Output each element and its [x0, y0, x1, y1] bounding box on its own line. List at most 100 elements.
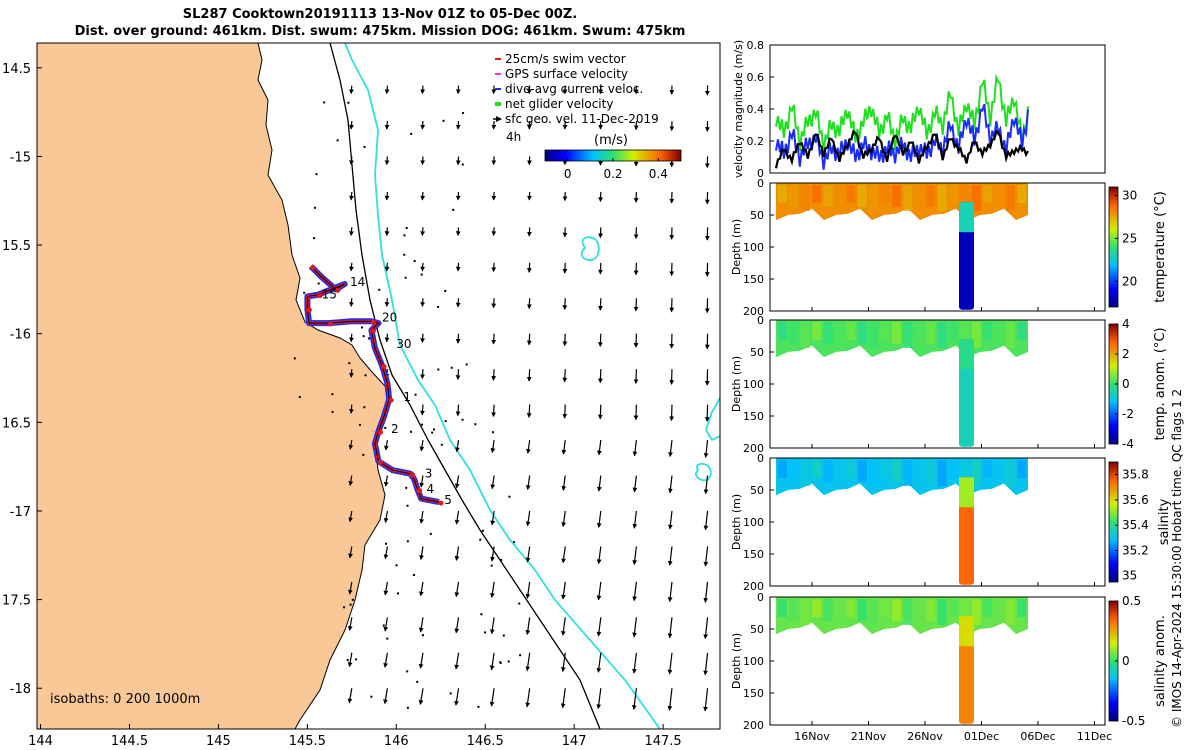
geo-vector: [596, 652, 602, 673]
geo-vector: [349, 227, 354, 237]
geo-vector: [384, 156, 390, 166]
map-x-tick-label: 146: [384, 734, 409, 749]
swim-vector-marker: [328, 321, 334, 327]
geo-vector: [561, 546, 566, 564]
reef-dot: [502, 634, 505, 637]
geo-vector: [490, 546, 495, 562]
geo-vector: [420, 227, 426, 237]
section-colorbar-label: salinity anom.: [1153, 615, 1168, 707]
reef-dot: [378, 288, 381, 291]
reef-dot: [481, 529, 484, 532]
reef-dot: [500, 558, 503, 561]
velocity-y-tick-label: 0.8: [747, 39, 765, 52]
section-y-label: Depth (m): [730, 494, 743, 550]
reef-dot: [404, 276, 407, 279]
section-patch: [892, 460, 901, 482]
geo-vector: [454, 688, 460, 706]
geo-vector: [349, 333, 354, 343]
geo-vector: [348, 546, 353, 559]
section-patch: [926, 322, 936, 344]
section-colorbar-tick-label: 4: [1122, 317, 1130, 331]
geo-vector: [632, 510, 638, 529]
geo-vector: [525, 475, 531, 491]
geo-vector: [348, 439, 354, 450]
section-panel: 0 50 100 150 200 Depth (m) 30 25 20 temperature (…: [730, 177, 1168, 318]
geo-vector: [598, 404, 603, 420]
reef-dot: [474, 423, 477, 426]
geo-vector: [418, 617, 424, 633]
reef-dot: [293, 357, 296, 360]
geo-vector: [455, 191, 461, 201]
geo-vector: [490, 475, 496, 490]
geo-vector: [384, 120, 390, 130]
reef-dot: [331, 410, 334, 413]
section-deep-column-top: [959, 339, 974, 370]
geo-vector: [384, 262, 390, 272]
geo-vector: [420, 85, 426, 95]
section-patch: [869, 599, 879, 625]
section-y-tick-label: 100: [743, 516, 764, 529]
geo-vector: [349, 120, 354, 130]
section-x-tick-label: 01Dec: [964, 730, 999, 743]
swim-vector-marker: [410, 472, 416, 478]
geo-vector: [455, 227, 461, 237]
section-colorbar-tick-label: 20: [1122, 274, 1137, 288]
section-patch: [903, 460, 913, 486]
reef-dot: [416, 680, 419, 683]
geo-vector: [703, 652, 709, 676]
reef-dot: [358, 423, 361, 426]
track-day-label: 20: [382, 310, 397, 324]
section-colorbar-tick-label: 35.6: [1122, 493, 1149, 507]
geo-vector: [561, 581, 566, 600]
section-y-tick-label: 200: [743, 580, 764, 593]
reef-dot: [346, 659, 349, 662]
geo-vector: [455, 262, 461, 272]
section-y-tick-label: 100: [743, 655, 764, 668]
section-patch: [869, 460, 879, 486]
section-patch: [949, 599, 958, 617]
section-y-tick-label: 150: [743, 273, 764, 286]
reef-dot: [480, 613, 483, 616]
swim-vector-marker: [438, 500, 444, 506]
section-patch: [857, 322, 867, 344]
section-patch: [971, 460, 981, 486]
reef-dot: [421, 423, 424, 426]
map-colorbar-ticks: 0 0.2 0.4: [564, 158, 668, 181]
section-patch: [994, 460, 1004, 482]
reef-dot: [406, 670, 409, 673]
geo-vector: [383, 475, 389, 487]
reef-dot: [363, 145, 366, 148]
geo-vector: [596, 617, 602, 637]
section-patch: [857, 599, 867, 621]
reef-dot: [484, 631, 487, 634]
reef-dot: [406, 540, 409, 543]
section-colorbar-tick-label: -2: [1122, 407, 1134, 421]
geo-vector: [526, 369, 532, 382]
velocity-y-tick-label: 0.4: [747, 103, 765, 116]
geo-vector: [454, 510, 460, 525]
section-patch: [800, 599, 810, 625]
velocity-panel: 0 0.2 0.4 0.6 0.8 velocity magnitude (m/s): [732, 39, 1106, 180]
geo-vector: [349, 404, 354, 414]
geo-vector: [349, 369, 354, 378]
geo-vector: [420, 404, 425, 416]
section-colorbar-tick-label: 35.8: [1122, 468, 1149, 482]
reef-dot: [490, 564, 493, 567]
section-x-tick-label: 21Nov: [851, 730, 887, 743]
section-patch: [892, 185, 901, 207]
geo-vector: [420, 191, 426, 201]
section-patch: [846, 185, 856, 203]
reef-dot: [499, 662, 502, 665]
section-y-tick-label: 200: [743, 442, 764, 455]
geo-vector: [596, 581, 602, 601]
section-patch: [778, 460, 787, 478]
geo-vector: [454, 475, 460, 489]
geo-vector: [348, 510, 354, 523]
section-panel: 0 50 100 150 200 Depth (m) 4 2 0 -2 -4 temp. anom. …: [730, 314, 1168, 455]
geo-vector: [419, 581, 424, 597]
section-patch: [823, 599, 833, 621]
section-y-tick-label: 50: [750, 484, 764, 497]
section-patch: [1006, 322, 1015, 348]
geo-vector: [491, 404, 497, 418]
